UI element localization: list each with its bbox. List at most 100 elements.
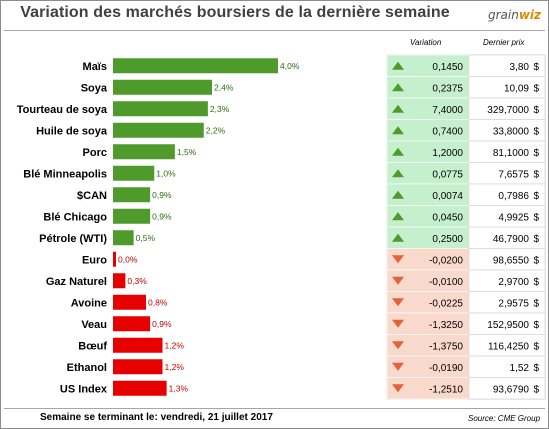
currency-symbol: $ (533, 105, 539, 116)
up-arrow-icon (392, 233, 404, 242)
variation-value: -0,0200 (429, 255, 463, 266)
last-price-value: 7,6575 (498, 169, 529, 180)
price-cell (468, 377, 546, 400)
variation-value: 0,2375 (432, 83, 463, 94)
bar-value-label: 2,3% (210, 104, 230, 114)
last-price-value: 3,80 (510, 62, 530, 73)
variation-value: -1,3750 (429, 341, 463, 352)
last-price-value: 0,7986 (498, 191, 529, 202)
bar (113, 208, 151, 224)
last-price-value: 4,9925 (498, 212, 529, 223)
bar-value-label: 2,4% (214, 82, 234, 92)
bar (113, 294, 146, 310)
bar-value-label: 0,3% (127, 276, 147, 286)
category-label: $CAN (77, 190, 107, 202)
category-label: Ethanol (67, 362, 107, 374)
variation-column-header: Variation (410, 38, 442, 47)
category-label: Soya (81, 82, 108, 94)
currency-symbol: $ (533, 169, 539, 180)
title-divider (4, 30, 545, 31)
down-arrow-icon (392, 384, 404, 393)
last-price-value: 93,6790 (493, 384, 530, 395)
category-label: Tourteau de soya (17, 104, 108, 116)
down-arrow-icon (392, 341, 404, 350)
down-arrow-icon (392, 362, 404, 371)
last-price-value: 329,7000 (487, 105, 529, 116)
bar (113, 144, 175, 160)
bar (113, 187, 151, 203)
bar (113, 380, 167, 396)
variation-value: 0,7400 (432, 126, 463, 137)
variation-value: -1,2510 (429, 384, 463, 395)
category-label: Porc (83, 147, 107, 159)
last-price-value: 10,09 (504, 83, 529, 94)
category-label: Veau (81, 319, 107, 331)
currency-symbol: $ (533, 126, 539, 137)
currency-symbol: $ (533, 212, 539, 223)
last-price-value: 81,1000 (493, 148, 530, 159)
down-arrow-icon (392, 298, 404, 307)
bar-value-label: 2,2% (206, 125, 226, 135)
variation-value: 0,1450 (432, 62, 463, 73)
down-arrow-icon (392, 255, 404, 264)
last-price-value: 2,9700 (498, 277, 529, 288)
footer-divider (4, 408, 545, 409)
variation-value: -1,3250 (429, 320, 463, 331)
last-price-value: 152,9500 (487, 320, 529, 331)
down-arrow-icon (392, 319, 404, 328)
variation-value: 0,0074 (432, 191, 463, 202)
bar (113, 230, 134, 246)
up-arrow-icon (392, 126, 404, 135)
bar (113, 58, 278, 74)
variation-value: -0,0100 (429, 277, 463, 288)
bar (113, 101, 208, 117)
category-label: Huile de soya (36, 125, 108, 137)
bar-value-label: 1,5% (177, 147, 197, 157)
bar-value-label: 1,0% (156, 168, 176, 178)
currency-symbol: $ (533, 191, 539, 202)
bar (113, 273, 126, 289)
currency-symbol: $ (533, 320, 539, 331)
bar (113, 165, 155, 181)
last-price-value: 1,52 (510, 363, 530, 374)
down-arrow-icon (392, 276, 404, 285)
category-label: Gaz Naturel (46, 276, 107, 288)
week-ending-note: Semaine se terminant le: vendredi, 21 ju… (40, 412, 273, 423)
up-arrow-icon (392, 104, 404, 113)
source-note: Source: CME Group (468, 414, 541, 423)
currency-symbol: $ (533, 277, 539, 288)
category-label: Blé Chicago (43, 211, 107, 223)
last-price-value: 33,8000 (493, 126, 530, 137)
up-arrow-icon (392, 190, 404, 199)
last-price-value: 2,9575 (498, 298, 529, 309)
bar-value-label: 0,0% (118, 254, 138, 264)
category-label: Bœuf (78, 340, 107, 352)
last-price-value: 98,6550 (493, 255, 530, 266)
category-label: Maïs (83, 61, 107, 73)
category-label: Blé Minneapolis (23, 168, 107, 180)
bar-value-label: 0,9% (152, 190, 172, 200)
category-label: Pétrole (WTI) (39, 233, 107, 245)
variation-value: 0,2500 (432, 234, 463, 245)
bar-value-label: 1,2% (165, 340, 185, 350)
variation-value: 0,0450 (432, 212, 463, 223)
bar (113, 251, 116, 267)
currency-symbol: $ (533, 83, 539, 94)
category-label: US Index (60, 383, 108, 395)
up-arrow-icon (392, 169, 404, 178)
up-arrow-icon (392, 212, 404, 221)
logo-suffix: wiz (518, 8, 542, 22)
bar-value-label: 1,3% (169, 383, 189, 393)
currency-symbol: $ (533, 384, 539, 395)
last-price-column-header: Dernier prix (483, 38, 525, 47)
currency-symbol: $ (533, 341, 539, 352)
category-label: Avoine (71, 297, 107, 309)
variation-value: 0,0775 (432, 169, 463, 180)
currency-symbol: $ (533, 62, 539, 73)
bar-value-label: 4,0% (280, 61, 300, 71)
up-arrow-icon (392, 83, 404, 92)
variation-value: -0,0190 (429, 363, 463, 374)
bar-value-label: 1,2% (165, 362, 185, 372)
bar-value-label: 0,9% (152, 211, 172, 221)
bar (113, 337, 163, 353)
